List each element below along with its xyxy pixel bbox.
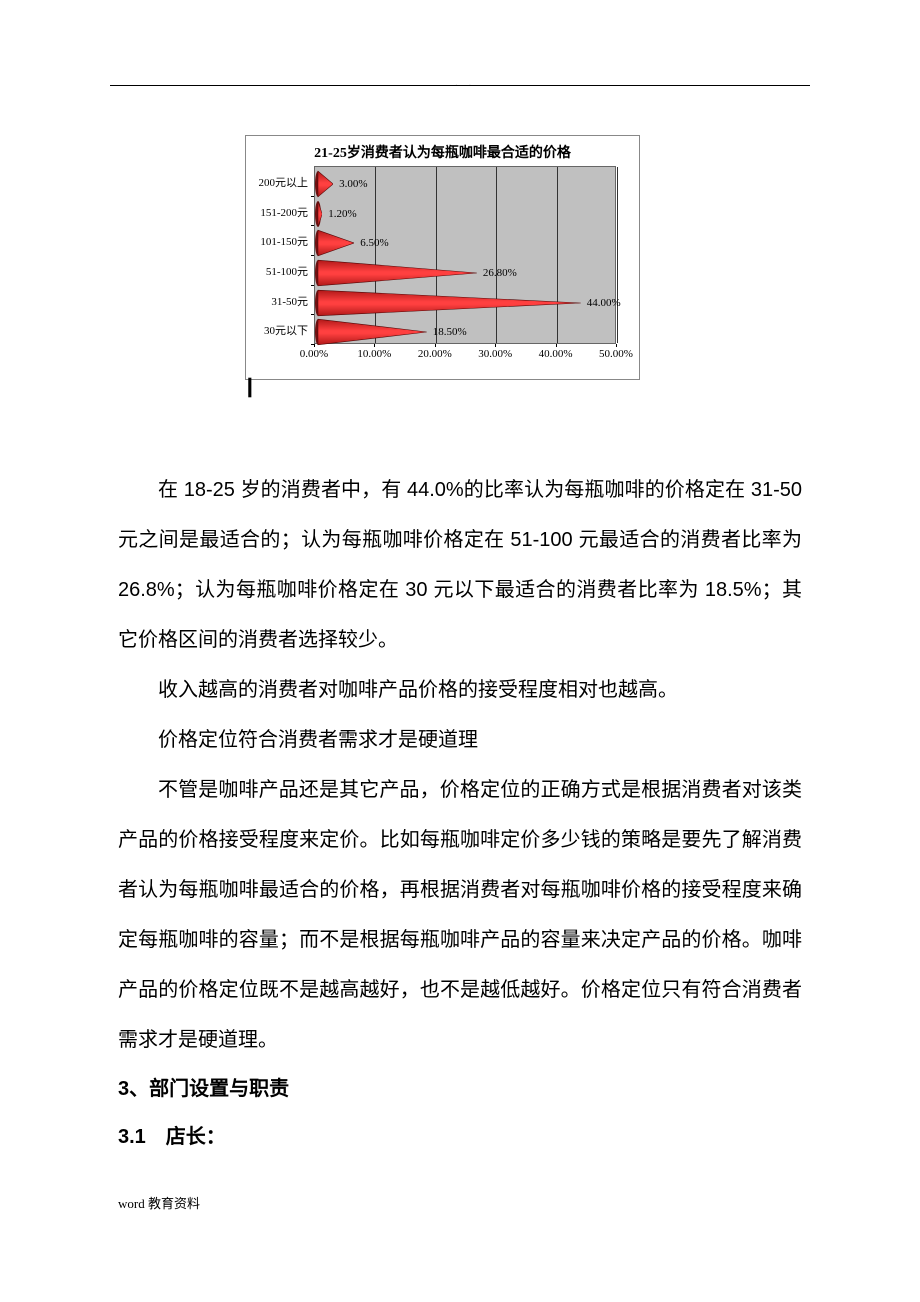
gridline bbox=[436, 167, 437, 343]
bar-row: 1.20% bbox=[315, 200, 357, 228]
y-tick-mark bbox=[311, 314, 314, 315]
tick-mark bbox=[556, 344, 557, 347]
x-tick-label: 10.00% bbox=[357, 348, 391, 360]
y-tick-mark bbox=[311, 285, 314, 286]
heading-3-1: 3.1 店长： bbox=[118, 1113, 802, 1161]
bar-value-label: 3.00% bbox=[339, 178, 367, 190]
y-tick-mark bbox=[311, 196, 314, 197]
tick-mark bbox=[435, 344, 436, 347]
x-tick-label: 50.00% bbox=[599, 348, 633, 360]
tick-mark bbox=[495, 344, 496, 347]
bar-value-label: 1.20% bbox=[328, 208, 356, 220]
category-label: 31-50元 bbox=[248, 293, 308, 309]
body-text: 在 18-25 岁的消费者中，有 44.0%的比率认为每瓶咖啡的价格定在 31-… bbox=[118, 465, 802, 1161]
bar-shape bbox=[315, 170, 333, 198]
bar-shape bbox=[315, 289, 581, 317]
gridline bbox=[496, 167, 497, 343]
paragraph-2: 收入越高的消费者对咖啡产品价格的接受程度相对也越高。 bbox=[118, 665, 802, 715]
heading-3: 3、部门设置与职责 bbox=[118, 1065, 802, 1113]
tick-mark bbox=[616, 344, 617, 347]
plot-area: 3.00% 1.20% 6.50% bbox=[314, 166, 616, 344]
tick-mark bbox=[314, 344, 315, 347]
category-label: 151-200元 bbox=[248, 204, 308, 220]
y-tick-mark bbox=[311, 225, 314, 226]
y-tick-mark bbox=[311, 255, 314, 256]
header-dots: . . bbox=[455, 78, 475, 89]
x-tick-label: 0.00% bbox=[300, 348, 328, 360]
bar-shape bbox=[315, 229, 354, 257]
bar-shape bbox=[315, 259, 477, 287]
bar-value-label: 6.50% bbox=[360, 237, 388, 249]
bar-value-label: 44.00% bbox=[587, 297, 621, 309]
price-chart: 21-25岁消费者认为每瓶咖啡最合适的价格 3.00% 1.20% bbox=[245, 135, 640, 380]
paragraph-1: 在 18-25 岁的消费者中，有 44.0%的比率认为每瓶咖啡的价格定在 31-… bbox=[118, 465, 802, 665]
category-label: 30元以下 bbox=[248, 322, 308, 338]
bar-row: 3.00% bbox=[315, 170, 368, 198]
bar-value-label: 18.50% bbox=[433, 326, 467, 338]
gridline bbox=[557, 167, 558, 343]
category-label: 200元以上 bbox=[248, 174, 308, 190]
gridline bbox=[617, 167, 618, 343]
bar-row: 26.80% bbox=[315, 259, 517, 287]
x-tick-label: 40.00% bbox=[539, 348, 573, 360]
category-label: 101-150元 bbox=[248, 233, 308, 249]
x-tick-label: 30.00% bbox=[478, 348, 512, 360]
bar-row: 6.50% bbox=[315, 229, 389, 257]
tick-mark bbox=[374, 344, 375, 347]
category-label: 51-100元 bbox=[248, 263, 308, 279]
bar-shape bbox=[315, 200, 322, 228]
header-rule bbox=[110, 85, 810, 86]
footer: word 教育资料 bbox=[118, 1193, 200, 1212]
paragraph-4: 不管是咖啡产品还是其它产品，价格定位的正确方式是根据消费者对该类产品的价格接受程… bbox=[118, 765, 802, 1065]
bar-row: 18.50% bbox=[315, 318, 467, 346]
chart-title: 21-25岁消费者认为每瓶咖啡最合适的价格 bbox=[246, 136, 639, 166]
corner-mark: ┃ bbox=[245, 378, 255, 398]
paragraph-3: 价格定位符合消费者需求才是硬道理 bbox=[118, 715, 802, 765]
y-tick-mark bbox=[311, 344, 314, 345]
bar-shape bbox=[315, 318, 427, 346]
bar-row: 44.00% bbox=[315, 289, 621, 317]
bar-value-label: 26.80% bbox=[483, 267, 517, 279]
x-tick-label: 20.00% bbox=[418, 348, 452, 360]
